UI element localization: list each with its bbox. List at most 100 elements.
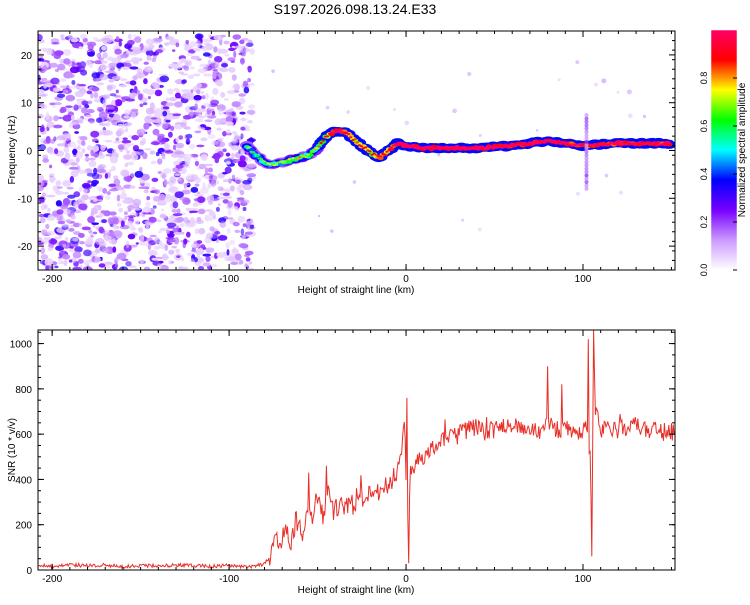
noise-blob bbox=[208, 175, 214, 180]
signal-cell bbox=[599, 143, 604, 146]
noise-blob bbox=[101, 247, 110, 254]
noise-blob bbox=[127, 215, 136, 218]
noise-blob bbox=[41, 229, 48, 235]
noise-blob bbox=[86, 109, 95, 114]
noise-blob bbox=[101, 45, 107, 51]
noise-blob bbox=[130, 52, 139, 56]
noise-blob bbox=[55, 190, 64, 196]
noise-blob bbox=[139, 103, 144, 108]
noise-blob bbox=[196, 191, 201, 194]
noise-blob bbox=[125, 128, 129, 133]
noise-blob bbox=[126, 161, 135, 166]
noise-blob bbox=[136, 46, 142, 50]
noise-blob bbox=[161, 155, 166, 160]
noise-blob bbox=[125, 98, 136, 102]
noise-blob bbox=[149, 102, 155, 110]
signal-smear bbox=[584, 163, 589, 168]
noise-blob bbox=[195, 118, 204, 122]
signal-cell bbox=[536, 140, 540, 143]
noise-blob bbox=[92, 145, 100, 152]
signal-cell bbox=[491, 146, 495, 149]
noise-blob bbox=[95, 39, 103, 42]
noise-blob bbox=[54, 148, 59, 155]
noise-blob bbox=[205, 247, 215, 253]
noise-blob bbox=[226, 90, 236, 95]
noise-blob bbox=[175, 137, 180, 143]
noise-blob bbox=[55, 245, 65, 251]
noise-blob bbox=[152, 51, 157, 56]
signal-cell bbox=[657, 142, 661, 144]
signal-cell bbox=[255, 155, 259, 157]
noise-blob bbox=[194, 103, 198, 110]
noise-blob bbox=[88, 160, 97, 167]
noise-blob bbox=[102, 37, 112, 45]
spectrogram-heatmap bbox=[38, 33, 675, 270]
noise-blob bbox=[111, 165, 116, 172]
signal-cell bbox=[610, 141, 614, 144]
noise-blob bbox=[45, 112, 50, 120]
noise-blob bbox=[52, 87, 61, 92]
noise-blob bbox=[56, 215, 63, 221]
noise-blob bbox=[212, 68, 218, 72]
noise-blob bbox=[171, 209, 178, 213]
noise-blob bbox=[172, 227, 180, 233]
noise-blob bbox=[204, 163, 214, 167]
noise-blob bbox=[81, 226, 92, 231]
noise-blob bbox=[240, 228, 245, 236]
colorbar-tick-label: 0.6 bbox=[699, 120, 709, 133]
signal-cell bbox=[260, 158, 264, 161]
noise-blob bbox=[57, 261, 68, 265]
noise-blob bbox=[124, 109, 131, 116]
noise-blob bbox=[65, 107, 71, 113]
noise-blob bbox=[172, 213, 183, 217]
noise-blob bbox=[140, 259, 144, 265]
noise-blob bbox=[101, 145, 107, 149]
noise-blob bbox=[244, 231, 253, 235]
noise-blob bbox=[223, 98, 229, 101]
noise-blob bbox=[194, 183, 200, 187]
noise-blob bbox=[88, 157, 96, 161]
noise-blob bbox=[49, 164, 53, 169]
noise-blob bbox=[173, 217, 183, 224]
noise-blob bbox=[56, 186, 63, 189]
signal-cell bbox=[457, 148, 461, 151]
noise-blob bbox=[94, 60, 104, 65]
noise-blob bbox=[127, 233, 136, 240]
signal-cell bbox=[410, 144, 414, 147]
noise-blob bbox=[164, 42, 170, 46]
noise-blob bbox=[225, 116, 234, 123]
noise-blob bbox=[40, 217, 46, 224]
signal-cell bbox=[455, 147, 459, 150]
signal-cell bbox=[495, 146, 499, 149]
noise-blob bbox=[189, 66, 195, 70]
noise-blob bbox=[227, 57, 236, 62]
signal-cell bbox=[272, 164, 276, 167]
noise-dot bbox=[346, 110, 351, 114]
signal-cell bbox=[625, 143, 629, 146]
noise-blob bbox=[246, 173, 257, 178]
noise-blob bbox=[104, 139, 113, 143]
noise-blob bbox=[93, 204, 100, 209]
noise-blob bbox=[123, 211, 128, 216]
noise-blob bbox=[158, 260, 164, 264]
noise-blob bbox=[234, 206, 238, 210]
noise-blob bbox=[75, 157, 80, 163]
signal-cell bbox=[372, 152, 376, 155]
signal-smear bbox=[584, 149, 589, 154]
noise-blob bbox=[190, 258, 195, 262]
colorbar-tick-label: 0.4 bbox=[699, 168, 709, 181]
noise-blob bbox=[242, 223, 247, 228]
signal-smear bbox=[584, 126, 589, 131]
signal-smear bbox=[584, 153, 589, 158]
noise-blob bbox=[92, 197, 98, 202]
noise-blob bbox=[54, 68, 60, 72]
noise-blob bbox=[193, 257, 198, 263]
noise-blob bbox=[154, 89, 163, 97]
noise-blob bbox=[245, 257, 251, 262]
noise-blob bbox=[99, 73, 109, 81]
noise-blob bbox=[120, 66, 130, 70]
noise-blob bbox=[229, 239, 235, 245]
noise-blob bbox=[103, 130, 108, 136]
noise-blob bbox=[216, 127, 222, 131]
noise-blob bbox=[114, 48, 122, 55]
